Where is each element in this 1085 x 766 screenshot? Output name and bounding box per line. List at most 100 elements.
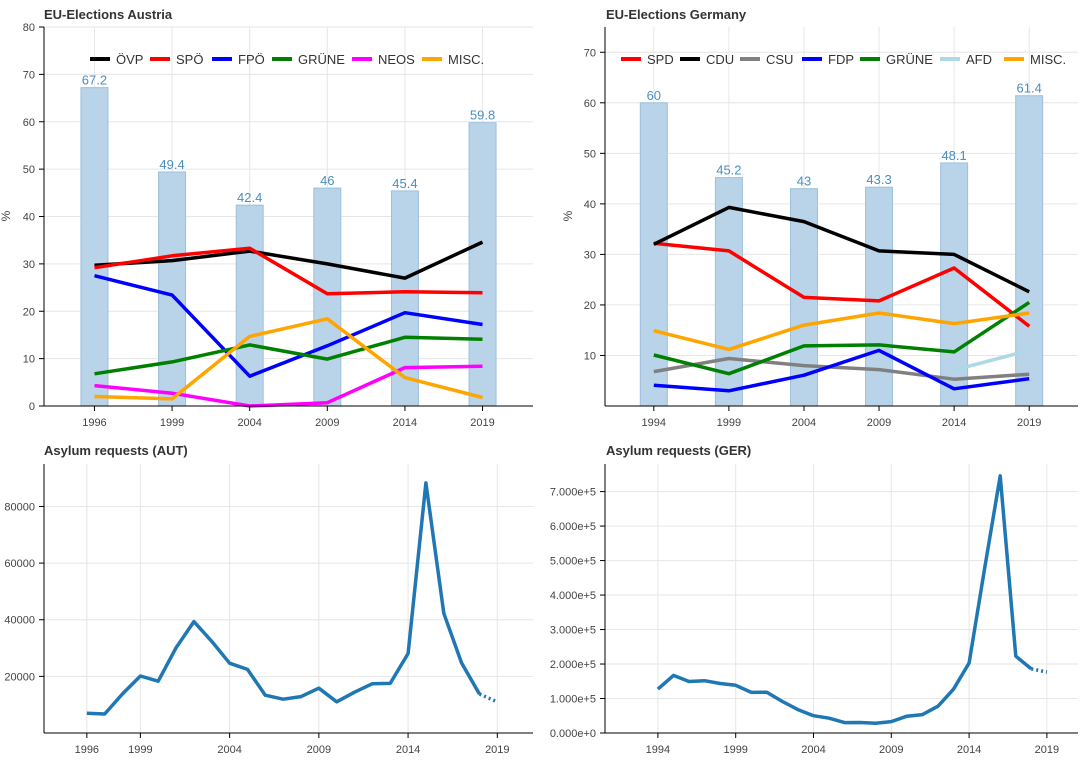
x-tick-label: 2019	[1035, 744, 1059, 756]
legend-label: FPÖ	[238, 52, 265, 67]
chart-title: EU-Elections Austria	[44, 7, 173, 22]
series-line-2	[94, 274, 483, 378]
legend-label: GRÜNE	[886, 52, 933, 67]
series-line-3	[94, 335, 483, 376]
legend-label: SPD	[647, 52, 674, 67]
turnout-bar	[1015, 95, 1044, 407]
y-tick-label: 20	[584, 300, 596, 312]
x-tick-label: 1999	[717, 417, 741, 429]
asylum-series-line	[86, 481, 482, 716]
x-tick-label: 1994	[642, 417, 666, 429]
legend-label: MISC.	[1030, 52, 1066, 67]
x-tick-label: 2019	[470, 417, 494, 429]
turnout-bar-label: 49.4	[159, 157, 184, 172]
series-line-0	[653, 241, 1031, 328]
turnout-bar-label: 67.2	[82, 73, 107, 88]
y-tick-label: 4.000e+5	[550, 590, 596, 602]
turnout-bar	[940, 162, 969, 407]
chart-title: EU-Elections Germany	[606, 7, 747, 22]
y-tick-label: 0	[29, 401, 35, 413]
turnout-bar-label: 48.1	[941, 148, 966, 163]
turnout-bar-label: 60	[647, 88, 661, 103]
chart-eu-elections-austria: EU-Elections Austria 67.2 49.4 42.4 46 45.4 59…	[0, 7, 533, 429]
x-tick-label: 2009	[315, 417, 339, 429]
turnout-bar-label: 42.4	[237, 190, 262, 205]
turnout-bar-label: 46	[320, 173, 334, 188]
y-tick-label: 2.000e+5	[550, 659, 596, 671]
x-tick-label: 2004	[237, 417, 261, 429]
turnout-bar-label: 59.8	[470, 108, 495, 123]
y-tick-label: 50	[23, 164, 35, 176]
y-tick-label: 6.000e+5	[550, 521, 596, 533]
x-tick-label: 1999	[128, 744, 152, 756]
y-tick-label: 0.000e+0	[550, 728, 596, 740]
legend-label: CDU	[706, 52, 734, 67]
chart-asylum-requests-ger: Asylum requests (GER) 0.000e+0 1.000e+5 2.0…	[550, 443, 1078, 756]
y-tick-label: 10	[584, 350, 596, 362]
series-line-5	[953, 348, 1030, 372]
y-axis-label: %	[0, 210, 13, 221]
turnout-bar-label: 43.3	[866, 172, 891, 187]
turnout-bar-label: 45.2	[716, 163, 741, 178]
y-axis-label: %	[561, 210, 575, 221]
turnout-bar-label: 45.4	[392, 176, 417, 191]
turnout-bar-label: 43	[797, 174, 811, 189]
x-tick-label: 2014	[396, 744, 420, 756]
turnout-bar-label: 61.4	[1017, 81, 1042, 96]
x-tick-label: 1999	[160, 417, 184, 429]
legend-label: ÖVP	[116, 52, 143, 67]
y-tick-label: 1.000e+5	[550, 694, 596, 706]
x-tick-label: 2004	[801, 744, 825, 756]
asylum-projection-line	[478, 692, 499, 704]
y-tick-label: 70	[23, 69, 35, 81]
y-tick-label: 30	[584, 249, 596, 261]
x-tick-label: 2014	[942, 417, 966, 429]
x-tick-label: 1996	[75, 744, 99, 756]
y-tick-label: 3.000e+5	[550, 625, 596, 637]
y-tick-label: 60000	[4, 558, 35, 570]
turnout-bar	[80, 87, 109, 407]
y-tick-label: 80000	[4, 501, 35, 513]
series-line-2	[653, 356, 1030, 381]
series-line-3	[653, 348, 1030, 393]
x-tick-label: 2014	[393, 417, 417, 429]
series-line-1	[653, 205, 1030, 294]
y-tick-label: 5.000e+5	[550, 556, 596, 568]
y-tick-label: 70	[584, 47, 596, 59]
series-line-1	[94, 246, 483, 296]
legend-label: GRÜNE	[298, 52, 345, 67]
y-tick-label: 60	[584, 98, 596, 110]
series-line-6	[653, 311, 1030, 352]
turnout-bar	[158, 171, 187, 407]
y-tick-label: 20000	[4, 671, 35, 683]
chart-title: Asylum requests (GER)	[606, 443, 751, 458]
legend-label: SPÖ	[176, 52, 203, 67]
turnout-bar	[313, 187, 342, 407]
x-tick-label: 2004	[792, 417, 816, 429]
turnout-bar	[714, 177, 743, 407]
x-tick-label: 2019	[1017, 417, 1041, 429]
x-tick-label: 2014	[957, 744, 981, 756]
legend-label: NEOS	[378, 52, 415, 67]
y-tick-label: 40	[584, 199, 596, 211]
x-tick-label: 2009	[307, 744, 331, 756]
x-tick-label: 1996	[82, 417, 106, 429]
y-tick-label: 60	[23, 117, 35, 129]
y-tick-label: 80	[23, 22, 35, 34]
legend-label: CSU	[766, 52, 793, 67]
chart-eu-elections-germany: EU-Elections Germany 60 45.2 43 43.3 48.1 61.4…	[561, 7, 1078, 429]
y-tick-label: 20	[23, 306, 35, 318]
series-line-4	[653, 300, 1031, 376]
x-tick-label: 1994	[646, 744, 670, 756]
y-tick-label: 7.000e+5	[550, 487, 596, 499]
y-tick-label: 10	[23, 354, 35, 366]
asylum-series-line	[656, 474, 1033, 726]
chart-title: Asylum requests (AUT)	[44, 443, 188, 458]
asylum-projection-line	[1030, 667, 1048, 674]
turnout-bar	[468, 122, 497, 407]
y-tick-label: 50	[584, 148, 596, 160]
turnout-bar	[639, 102, 668, 407]
x-tick-label: 2019	[485, 744, 509, 756]
series-line-4	[94, 364, 483, 408]
